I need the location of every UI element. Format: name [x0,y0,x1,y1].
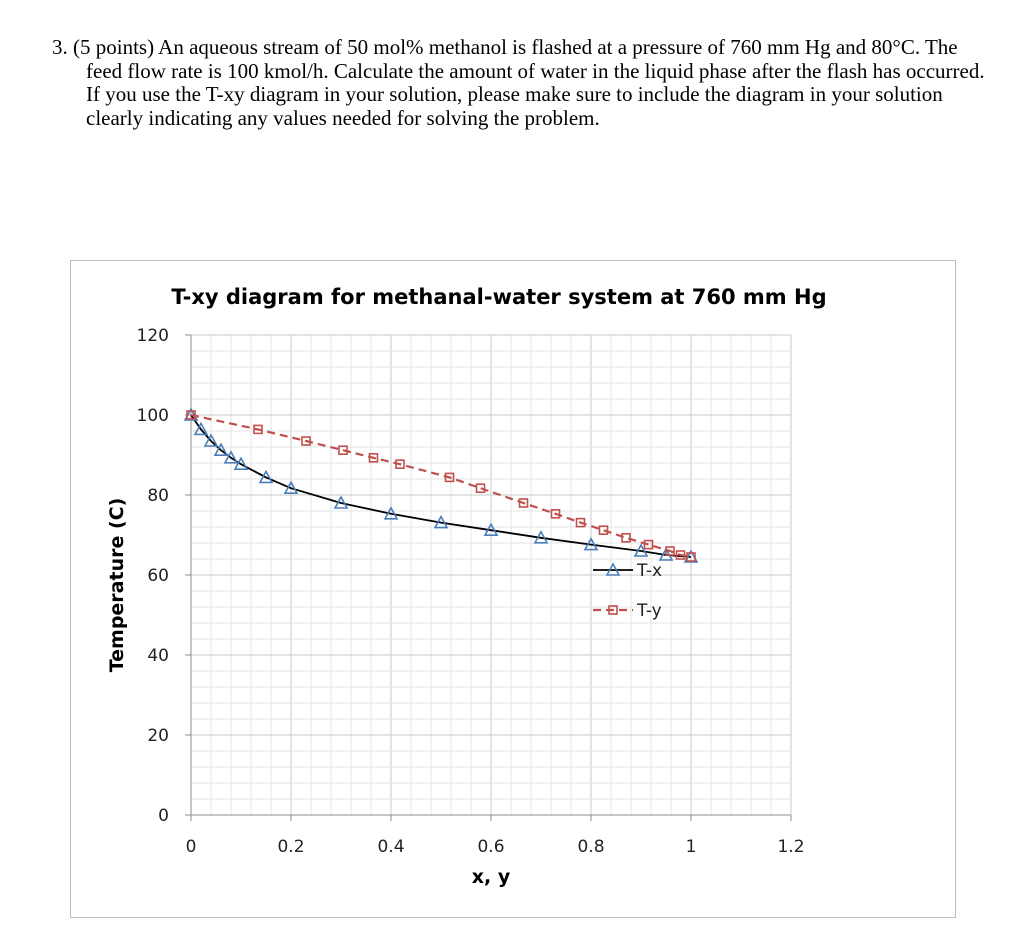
data-point-t-x [583,536,599,551]
series-line-t-y [190,413,692,559]
data-point-t-y [253,424,263,435]
data-point-t-y [621,532,631,543]
series-layer [183,407,699,563]
y-tick-label: 60 [147,566,169,586]
x-axis-label: x, y [472,866,511,888]
data-point-t-y [368,453,379,463]
data-point-t-x [383,506,399,520]
data-point-t-x [633,543,649,557]
data-point-t-y [338,445,348,455]
y-tick-label: 40 [147,646,169,666]
series-line-t-x [190,414,692,558]
x-tick-label: 0.4 [377,837,404,857]
axes: 0 0.2 0.4 0.6 0.8 1 1.2 0 20 40 60 80 100 120 [137,326,805,857]
data-point-t-y [301,436,311,446]
data-point-t-y [598,525,609,536]
data-point-t-y [686,552,696,562]
x-tick-label: 1 [686,837,697,857]
data-point-t-x [283,480,299,494]
chart-frame: 0 0.2 0.4 0.6 0.8 1 1.2 0 20 40 60 80 100 120 T-x T-y … [70,260,956,918]
problem-text: 3. (5 points) An aqueous stream of 50 mo… [52,35,985,130]
data-point-t-x [183,407,199,421]
data-point-t-y [186,410,196,420]
x-tick-label: 0 [186,837,197,857]
data-point-t-x [203,433,219,447]
y-tick-label: 20 [147,726,169,746]
series-t-x [183,407,699,563]
data-point-t-y [643,539,654,550]
data-point-t-y [395,459,405,469]
series-t-y [186,410,696,562]
x-tick-label: 0.8 [577,837,604,857]
data-point-t-y [475,483,486,493]
chart-title: T-xy diagram for methanal-water system a… [171,285,826,309]
data-point-t-x [223,450,239,464]
y-tick-label: 120 [137,326,169,346]
legend: T-x T-y [593,561,662,621]
data-point-t-x [258,469,274,484]
data-point-t-x [533,530,549,544]
data-point-t-y [518,498,529,508]
x-tick-label: 1.2 [777,837,804,857]
problem-statement: 3. (5 points) An aqueous stream of 50 mo… [52,35,992,130]
data-point-t-x [213,442,229,456]
data-point-t-x [483,522,499,537]
data-point-t-y [665,546,675,556]
legend-marker-t-y [608,605,618,615]
data-point-t-y [550,509,561,519]
data-point-t-x [193,421,209,436]
data-point-t-x [233,456,249,470]
y-tick-label: 0 [158,806,169,826]
x-tick-label: 0.2 [277,837,304,857]
y-axis-label: Temperature (C) [106,498,128,673]
data-point-t-y [444,472,455,483]
data-point-t-x [333,495,349,509]
data-point-t-y [575,517,586,528]
data-point-t-x [433,514,449,529]
data-point-t-x [683,549,699,563]
data-point-t-y [675,550,686,560]
grid [190,334,792,816]
y-tick-label: 100 [137,406,169,426]
legend-marker-t-x [605,562,621,576]
y-tick-label: 80 [147,486,169,506]
x-tick-label: 0.6 [477,837,504,857]
legend-label-t-x: T-x [636,561,662,581]
legend-label-t-y: T-y [636,601,662,621]
